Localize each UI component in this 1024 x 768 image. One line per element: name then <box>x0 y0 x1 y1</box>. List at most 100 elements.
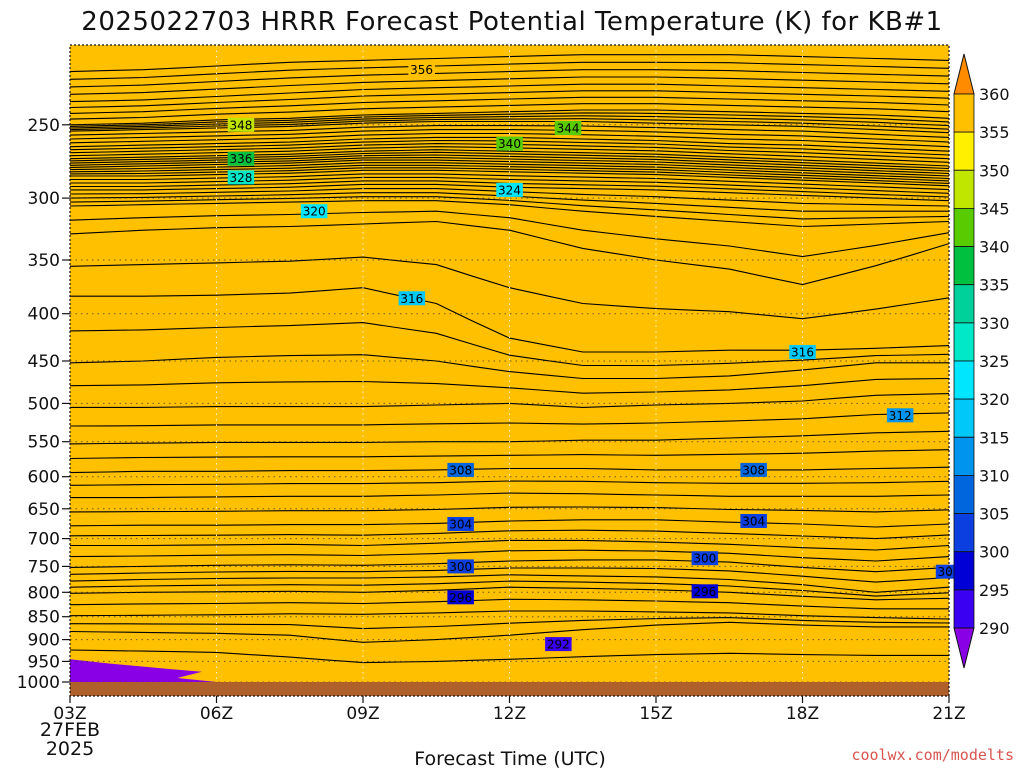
colorbar-swatch <box>953 589 975 629</box>
isotherm-352 <box>70 83 949 103</box>
x-axis-label: Forecast Time (UTC) <box>414 748 605 768</box>
contour-label: 312 <box>889 409 912 423</box>
x-tick-label: 09Z <box>346 704 379 724</box>
colorbar-swatch <box>953 169 975 209</box>
contour-label-bg <box>691 584 719 599</box>
isotherm-292 <box>70 621 949 643</box>
contour-label-bg <box>447 590 474 605</box>
y-tick-label: 600 <box>28 468 60 488</box>
y-tick-label: 400 <box>28 305 60 325</box>
x-tick-label: 06Z <box>200 704 233 724</box>
colorbar-swatch <box>953 474 975 514</box>
y-tick-label: 800 <box>28 583 60 603</box>
colorbar-swatch <box>953 284 975 324</box>
isotherm-342 <box>70 129 949 143</box>
contour-label-bg <box>740 514 767 528</box>
colorbar-tick-label: 350 <box>979 161 1010 180</box>
band-fill-cold-pocket <box>70 659 217 682</box>
contour-label: 292 <box>547 638 570 652</box>
colorbar-swatch <box>953 246 975 286</box>
contour-label: 320 <box>303 205 326 219</box>
y-tick-label: 700 <box>28 530 60 550</box>
colorbar-tick-label: 305 <box>979 505 1010 524</box>
colorbar-tick-label: 355 <box>979 123 1010 142</box>
isotherm-351 <box>70 90 949 109</box>
contour-label-bg <box>545 637 572 652</box>
contour-label: 348 <box>229 118 252 132</box>
isotherm-349 <box>70 103 949 120</box>
chart-title: 2025022703 HRRR Forecast Potential Tempe… <box>81 7 942 37</box>
x-tick-label: 12Z <box>493 704 526 724</box>
colorbar-swatch <box>953 513 975 553</box>
contour-label-bg <box>227 170 255 185</box>
contour-label-bg <box>496 136 523 151</box>
y-tick-label: 550 <box>28 433 60 453</box>
colorbar-swatch <box>953 551 975 591</box>
contour-label: 308 <box>449 463 472 477</box>
isotherm-335 <box>70 151 949 170</box>
contour-label-bg <box>300 204 328 219</box>
x-tick-label: 03Z <box>53 704 86 724</box>
credit-text: coolwx.com/modelts <box>851 746 1014 764</box>
contour-label-bg <box>789 345 816 359</box>
y-tick-label: 250 <box>28 116 60 136</box>
y-tick-label: 750 <box>28 557 60 577</box>
colorbar-swatch <box>953 322 975 362</box>
y-tick-label: 1000 <box>17 673 60 693</box>
x-tick-label: 21Z <box>932 704 965 724</box>
contour-label-bg <box>691 551 719 566</box>
band-fill <box>70 54 949 682</box>
colorbar-top-arrow <box>953 53 975 95</box>
contour-label: 308 <box>742 463 765 477</box>
contour-label: 316 <box>400 292 423 306</box>
y-tick-label: 850 <box>28 608 60 628</box>
contour-label-bg <box>447 559 474 574</box>
colorbar-swatch <box>953 93 975 133</box>
x-tick-label: 18Z <box>786 704 819 724</box>
colorbar-tick-label: 330 <box>979 314 1010 333</box>
contour-label: 344 <box>557 122 580 136</box>
colorbar-tick-label: 290 <box>979 619 1010 638</box>
isotherm-300 <box>70 559 949 573</box>
isotherm-294 <box>70 610 949 620</box>
x-axis: 03Z 06Z 09Z 12Z 15Z 18Z 21Z <box>53 696 966 724</box>
x-start-date-line1: 27FEB <box>40 719 100 741</box>
contour-labels: 356 348 340 344 336 328 324 320 316 316 312 308 308 3… <box>227 62 963 652</box>
colorbar-swatch <box>953 398 975 438</box>
contour-label-bg <box>886 408 914 423</box>
isotherm-333 <box>70 157 949 175</box>
contour-label: 296 <box>693 585 716 599</box>
colorbar-bottom-arrow <box>953 627 975 669</box>
y-tick-label: 300 <box>28 189 60 209</box>
y-tick-label: 450 <box>28 352 60 372</box>
contour-label: 300 <box>449 560 472 574</box>
y-tick-label: 650 <box>28 500 60 520</box>
contour-label: 336 <box>229 152 252 166</box>
contour-label: 304 <box>449 518 472 532</box>
contour-label: 340 <box>498 137 521 151</box>
y-tick-label: 900 <box>28 631 60 651</box>
colorbar-tick-label: 300 <box>979 543 1010 562</box>
contour-label-bg <box>398 291 426 306</box>
y-tick-label: 500 <box>28 394 60 414</box>
contour-label-bg <box>227 117 255 132</box>
contour-label-bg <box>740 462 767 477</box>
isotherm-315 <box>70 322 949 367</box>
contour-label: 316 <box>791 346 814 360</box>
colorbar-tick-label: 325 <box>979 352 1010 371</box>
contour-label-bg <box>554 121 582 135</box>
x-start-date-line2: 2025 <box>46 738 94 760</box>
contour-label: 304 <box>742 515 765 529</box>
y-tick-label: 350 <box>28 251 60 271</box>
contour-label-bg <box>408 62 435 77</box>
contour-label: 300 <box>693 552 716 566</box>
contour-label-bg <box>496 182 523 197</box>
contour-label: 324 <box>498 183 521 197</box>
colorbar-tick-label: 310 <box>979 466 1010 485</box>
contour-label: 328 <box>229 171 252 185</box>
colorbar-tick-label: 320 <box>979 390 1010 409</box>
colorbar: 290 295 300 305 310 315 320 325 330 335 340 345 350 3… <box>953 53 1010 669</box>
contour-label-bg <box>447 462 474 477</box>
terrain-strip <box>70 682 949 696</box>
colorbar-tick-label: 345 <box>979 199 1010 218</box>
